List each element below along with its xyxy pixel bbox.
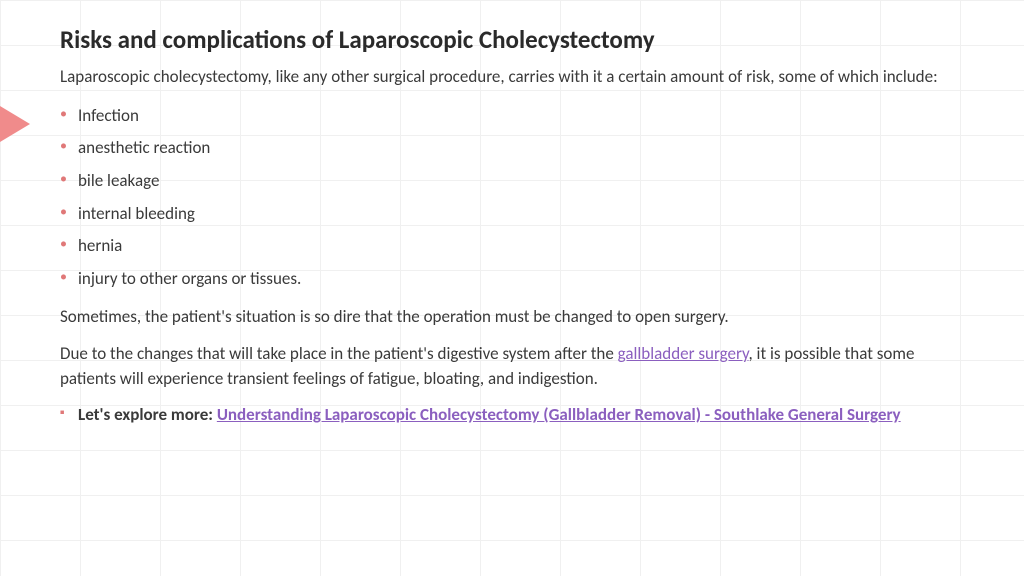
paragraph-after-surgery: Due to the changes that will take place … <box>60 342 964 391</box>
risk-list: Infection anesthetic reaction bile leaka… <box>60 100 964 296</box>
list-item: anesthetic reaction <box>60 132 964 165</box>
list-item: hernia <box>60 230 964 263</box>
intro-text: Laparoscopic cholecystectomy, like any o… <box>60 65 964 90</box>
explore-more-link[interactable]: Understanding Laparoscopic Cholecystecto… <box>217 404 901 425</box>
explore-item: Let's explore more: Understanding Laparo… <box>60 403 964 428</box>
para2-pre: Due to the changes that will take place … <box>60 343 618 364</box>
list-item: Infection <box>60 100 964 133</box>
list-item: bile leakage <box>60 165 964 198</box>
slide-title: Risks and complications of Laparoscopic … <box>60 24 964 55</box>
list-item: injury to other organs or tissues. <box>60 263 964 296</box>
explore-pre: Let's explore more: <box>78 404 217 425</box>
gallbladder-surgery-link[interactable]: gallbladder surgery <box>618 343 749 364</box>
arrow-decorator-icon <box>0 106 30 142</box>
list-item: internal bleeding <box>60 198 964 231</box>
slide-content: Risks and complications of Laparoscopic … <box>0 0 1024 448</box>
paragraph-open-surgery: Sometimes, the patient's situation is so… <box>60 305 964 330</box>
explore-list: Let's explore more: Understanding Laparo… <box>60 403 964 428</box>
